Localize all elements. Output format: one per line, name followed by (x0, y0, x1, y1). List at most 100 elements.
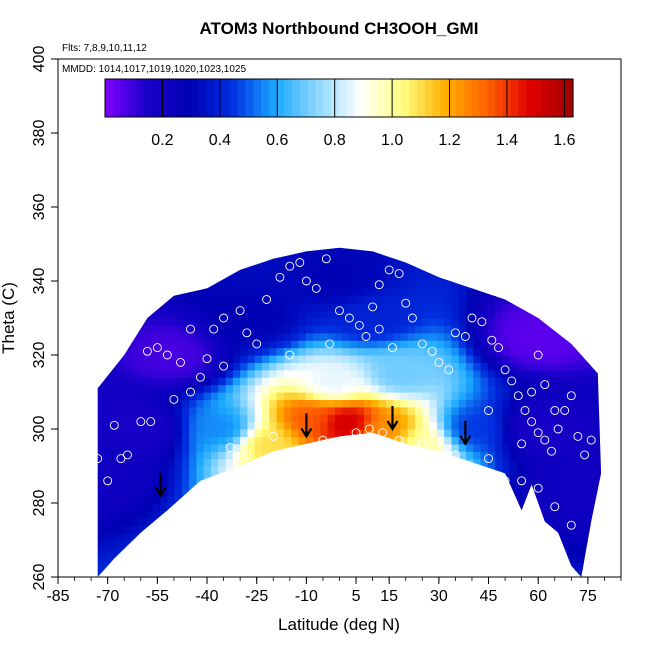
heatmap-cell (320, 303, 329, 312)
heatmap-cell (349, 429, 358, 437)
heatmap-cell (298, 384, 307, 393)
heatmap-cell (203, 384, 212, 393)
heatmap-cell (589, 369, 598, 378)
heatmap-cell (356, 406, 365, 415)
heatmap-cell (276, 436, 285, 445)
heatmap-cell (568, 399, 576, 408)
heatmap-cell (458, 318, 467, 326)
heatmap-cell (247, 377, 256, 386)
plot-area (57, 58, 622, 578)
heatmap-cell (458, 443, 467, 452)
heatmap-cell (254, 443, 263, 452)
heatmap-cell (305, 310, 314, 319)
heatmap-cell (218, 414, 227, 423)
heatmap-cell (218, 429, 227, 437)
heatmap-cell (298, 429, 307, 437)
heatmap-cell (546, 347, 555, 356)
heatmap-cell (444, 392, 453, 400)
heatmap-cell (145, 392, 154, 400)
heatmap-cell (291, 436, 300, 445)
observation-point (275, 272, 285, 282)
heatmap-cell (291, 384, 300, 393)
observation-point (513, 391, 523, 401)
heatmap-cell (211, 399, 219, 408)
heatmap-cell (458, 332, 467, 341)
heatmap-cell (320, 332, 329, 341)
heatmap-cell (400, 347, 409, 356)
heatmap-cell (589, 399, 598, 408)
heatmap-cell (152, 392, 161, 400)
heatmap-cell (101, 421, 110, 430)
heatmap-cell (101, 436, 110, 445)
heatmap-cell (269, 325, 278, 334)
heatmap-cell (531, 466, 540, 474)
heatmap-cell (480, 421, 489, 430)
heatmap-cell (262, 384, 270, 393)
heatmap-cell (232, 303, 241, 312)
heatmap-cell (480, 332, 489, 341)
heatmap-cell (291, 362, 300, 371)
observation-point (318, 435, 328, 445)
heatmap-cell (364, 258, 372, 267)
observation-point (136, 417, 146, 427)
heatmap-cell (313, 436, 321, 445)
heatmap-cell (538, 392, 547, 400)
heatmap-cell (349, 392, 358, 400)
heatmap-cell (582, 466, 591, 474)
heatmap-cell (189, 303, 198, 312)
heatmap-cell (597, 414, 602, 423)
heatmap-cell (553, 443, 562, 452)
heatmap-cell (283, 325, 292, 334)
heatmap-cell (451, 288, 460, 297)
heatmap-cell (291, 281, 300, 289)
heatmap-cell (429, 414, 438, 423)
heatmap-cell (291, 369, 300, 378)
heatmap-cell (276, 443, 285, 452)
heatmap-cell (276, 384, 285, 393)
heatmap-cell (407, 421, 416, 430)
heatmap-cell (189, 355, 198, 363)
observation-point (219, 361, 229, 371)
heatmap-cell (356, 362, 365, 371)
heatmap-cell (174, 436, 183, 445)
heatmap-cell (211, 406, 219, 415)
heatmap-cell (174, 458, 183, 467)
heatmap-cell (269, 273, 278, 282)
heatmap-cell (97, 421, 103, 430)
heatmap-cell (327, 318, 336, 326)
heatmap-cell (305, 362, 314, 371)
heatmap-cell (160, 310, 168, 319)
heatmap-cell (130, 451, 139, 460)
heatmap-cell (101, 503, 110, 511)
heatmap-cell (218, 303, 227, 312)
heatmap-cell (531, 414, 540, 423)
heatmap-cell (254, 414, 263, 423)
heatmap-cell (109, 488, 117, 497)
heatmap-cell (334, 340, 343, 349)
heatmap-cell (589, 480, 598, 489)
heatmap-cell (400, 399, 409, 408)
heatmap-cell (298, 377, 307, 386)
heatmap-cell (582, 480, 591, 489)
arrow-markers (154, 406, 472, 498)
observation-point (467, 313, 477, 323)
heatmap-cell (160, 347, 168, 356)
heatmap-cell (101, 414, 110, 423)
colorbar-cell (206, 79, 215, 117)
heatmap-cell (123, 377, 132, 386)
heatmap-cell (167, 369, 176, 378)
heatmap-cell (313, 355, 321, 363)
heatmap-cell (97, 458, 103, 467)
heatmap-cell (356, 377, 365, 386)
heatmap-cell (305, 281, 314, 289)
heatmap-cell (575, 495, 584, 504)
heatmap-cell (480, 399, 489, 408)
heatmap-cell (174, 480, 183, 489)
heatmap-cell (247, 310, 256, 319)
heatmap-cell (109, 384, 117, 393)
heatmap-cell (342, 247, 351, 252)
heatmap-cell (218, 347, 227, 356)
heatmap-cell (407, 340, 416, 349)
heatmap-cell (130, 532, 139, 541)
heatmap-cell (451, 414, 460, 423)
